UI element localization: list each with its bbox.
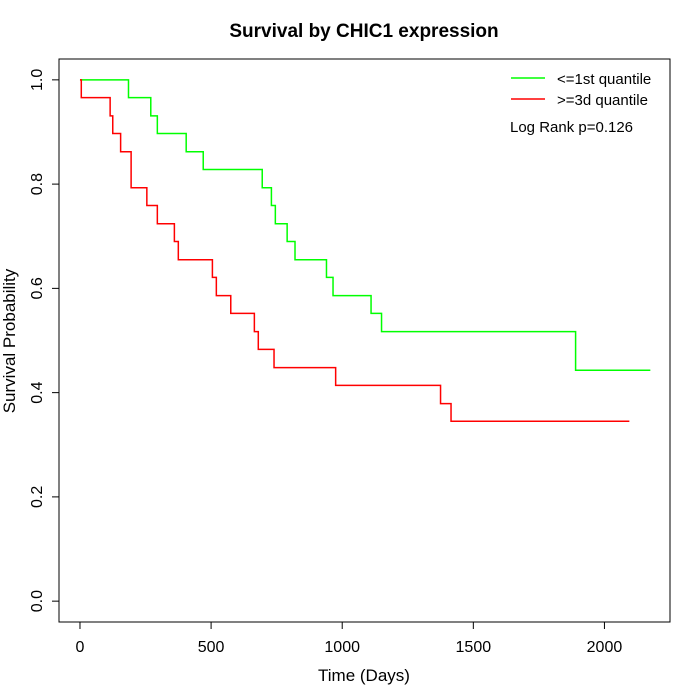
x-tick-label: 2000 — [587, 639, 623, 656]
y-tick-label: 0.6 — [29, 277, 46, 299]
legend-label-low: <=1st quantile — [557, 71, 651, 88]
x-axis-label: Time (Days) — [318, 666, 410, 685]
y-tick-label: 0.4 — [29, 381, 46, 403]
y-tick-label: 0.8 — [29, 173, 46, 195]
x-tick-label: 1000 — [324, 639, 360, 656]
y-tick-label: 0.0 — [29, 590, 46, 612]
chart-title: Survival by CHIC1 expression — [229, 21, 498, 42]
y-axis: 0.0 0.2 0.4 0.6 0.8 1.0 — [29, 69, 60, 612]
series-layer — [79, 79, 651, 423]
survival-curve-low — [79, 79, 651, 371]
y-tick-label: 0.2 — [29, 486, 46, 508]
legend: <=1st quantile >=3d quantile Log Rank p=… — [510, 71, 651, 136]
y-axis-label: Survival Probability — [0, 268, 19, 413]
y-tick-label: 1.0 — [29, 69, 46, 91]
legend-label-high: >=3d quantile — [557, 92, 648, 109]
x-tick-label: 500 — [198, 639, 225, 656]
x-axis: 0 500 1000 1500 2000 — [76, 621, 623, 656]
log-rank-annotation: Log Rank p=0.126 — [510, 119, 633, 136]
plot-area — [58, 58, 671, 623]
x-tick-label: 0 — [76, 639, 85, 656]
x-tick-label: 1500 — [456, 639, 492, 656]
survival-curve-high — [79, 79, 630, 423]
